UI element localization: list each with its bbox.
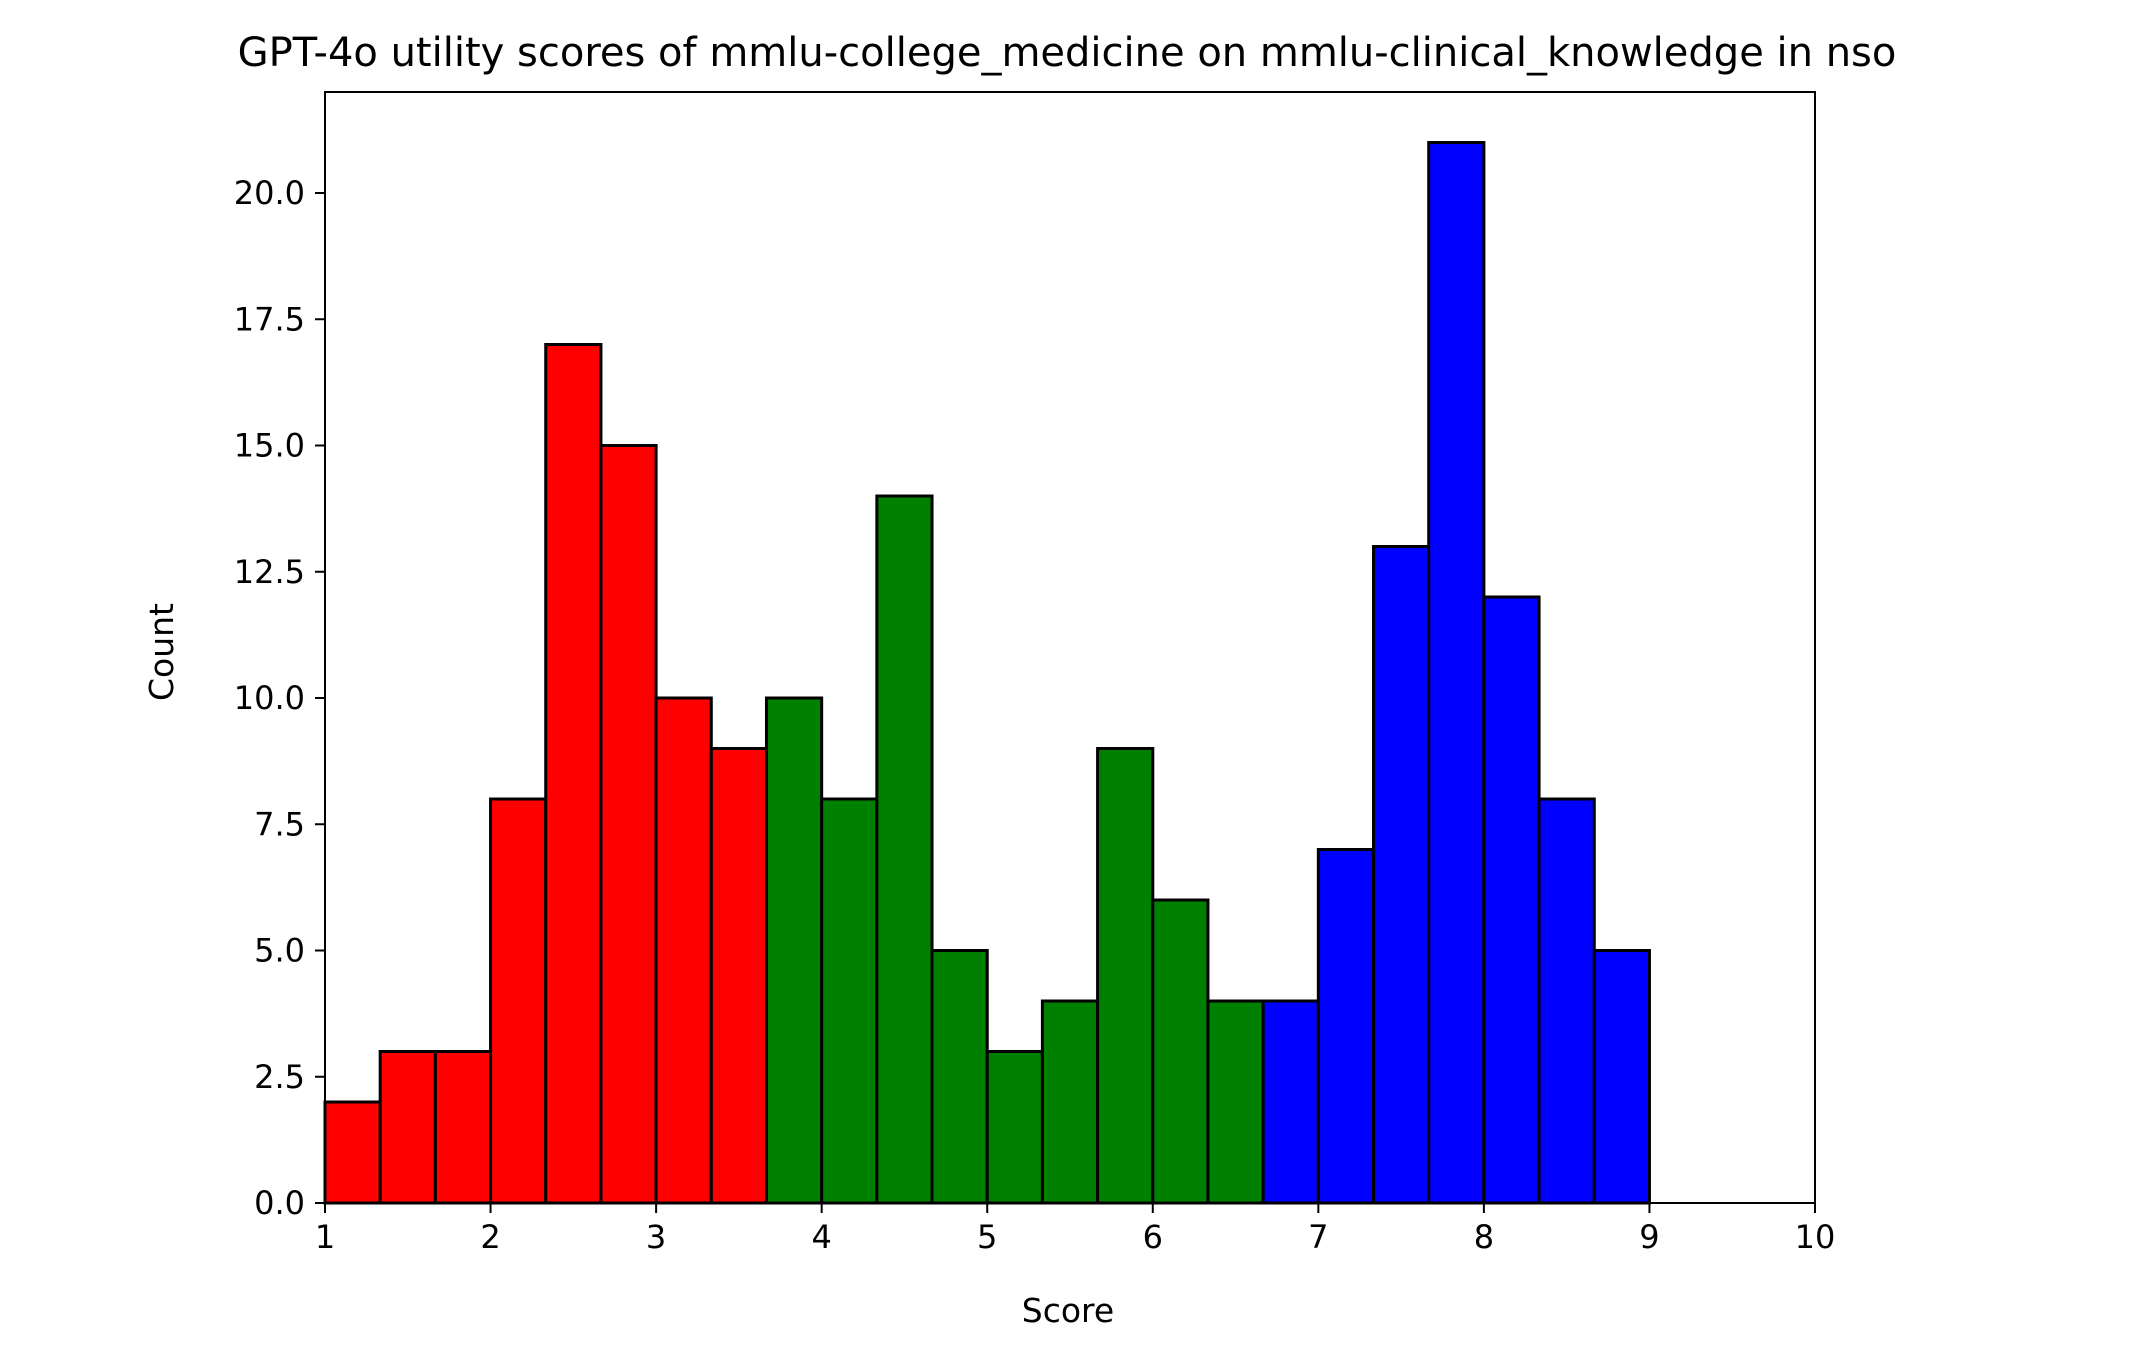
x-tick-label: 7 [1308, 1218, 1328, 1256]
histogram-bar [378, 1050, 437, 1205]
histogram-bar [875, 494, 934, 1205]
x-tick-label: 4 [811, 1218, 831, 1256]
histogram-bar [985, 1050, 1044, 1205]
y-tick-label: 0.0 [254, 1184, 305, 1222]
histogram-bar [1372, 545, 1431, 1205]
histogram-bar [599, 444, 658, 1205]
x-tick-label: 3 [646, 1218, 666, 1256]
histogram-bar [544, 343, 603, 1205]
histogram-bar [433, 1050, 493, 1205]
histogram-bar [1316, 848, 1376, 1205]
histogram-bar [764, 696, 824, 1205]
y-tick-label: 7.5 [254, 805, 305, 843]
histogram-bar [1537, 797, 1596, 1205]
plot-frame [324, 91, 1816, 1204]
histogram-bar [654, 696, 713, 1205]
y-tick-label: 20.0 [234, 174, 305, 212]
x-axis-ticks: 1 2 3 4 5 6 7 8 9 10 [315, 1203, 1836, 1256]
x-tick-label: 5 [977, 1218, 997, 1256]
histogram-bar [489, 797, 548, 1205]
histogram-bar [1096, 747, 1155, 1205]
histogram-bar [1040, 999, 1100, 1205]
y-axis-ticks: 0.0 2.5 5.0 7.5 10.0 12.5 15.0 17.5 20.0 [234, 174, 325, 1222]
histogram-bar [1206, 999, 1265, 1205]
y-tick-label: 5.0 [254, 932, 305, 970]
y-tick-label: 15.0 [234, 427, 305, 465]
histogram-bar [1592, 949, 1651, 1205]
x-tick-label: 6 [1143, 1218, 1163, 1256]
y-axis-label: Count [142, 603, 181, 701]
x-tick-label: 10 [1795, 1218, 1836, 1256]
histogram-bar [709, 747, 768, 1205]
y-tick-label: 10.0 [234, 679, 305, 717]
axes-frame [324, 91, 1816, 1204]
x-axis-label: Score [1022, 1291, 1114, 1330]
y-tick-label: 12.5 [234, 553, 305, 591]
x-tick-label: 8 [1474, 1218, 1494, 1256]
y-tick-label: 2.5 [254, 1058, 305, 1096]
chart-title: GPT-4o utility scores of mmlu-college_me… [238, 30, 1897, 76]
histogram-bar [930, 949, 989, 1205]
histogram-bar [820, 797, 879, 1205]
histogram-bar [1151, 898, 1210, 1205]
x-tick-label: 1 [315, 1218, 335, 1256]
x-tick-label: 2 [480, 1218, 500, 1256]
x-tick-label: 9 [1639, 1218, 1659, 1256]
histogram-bar [1427, 141, 1486, 1205]
histogram-bar [1261, 999, 1320, 1205]
y-tick-label: 17.5 [234, 300, 305, 338]
histogram-bar [1482, 595, 1541, 1205]
bars-layer [323, 141, 1651, 1205]
histogram-bar [323, 1100, 382, 1205]
